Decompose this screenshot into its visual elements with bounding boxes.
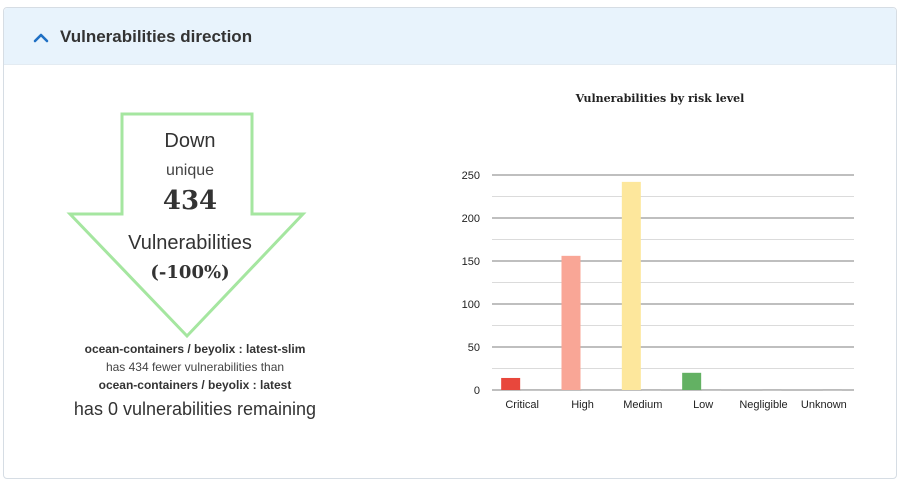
summary-remaining: has 0 vulnerabilities remaining — [73, 399, 317, 419]
x-tick-label: Critical — [505, 399, 539, 411]
panel-title: Vulnerabilities direction — [60, 27, 253, 46]
y-tick-label: 50 — [468, 342, 480, 354]
down-arrow-icon — [66, 112, 307, 339]
y-tick-label: 150 — [462, 256, 480, 268]
vulnerabilities-label: Vulnerabilities — [128, 232, 252, 254]
chevron-up-icon[interactable] — [30, 27, 52, 47]
bar-medium — [621, 181, 641, 390]
panel-header[interactable]: Vulnerabilities direction — [4, 8, 896, 65]
y-tick-label: 250 — [462, 170, 480, 182]
risk-level-bar-chart: 0 50 100 150 200 250 Critical High Medium Low Negl… — [462, 170, 854, 411]
y-tick-label: 100 — [462, 299, 480, 311]
bar-high — [561, 255, 581, 390]
x-tick-label: Low — [693, 399, 713, 411]
y-tick-label: 200 — [462, 213, 480, 225]
percent-change: (-100%) — [150, 262, 230, 283]
x-tick-label: High — [571, 399, 594, 411]
chart-title: Vulnerabilities by risk level — [575, 92, 745, 105]
x-tick-label: Medium — [623, 399, 662, 411]
bar-secondary-critical — [521, 389, 541, 391]
summary-comparison: has 434 fewer vulnerabilities than — [105, 360, 285, 374]
bar-secondary-negligible — [762, 389, 782, 391]
bar-low — [682, 372, 702, 390]
bar-secondary-unknown — [822, 389, 842, 391]
unique-label: unique — [165, 162, 215, 179]
x-tick-label: Unknown — [801, 399, 847, 411]
x-tick-label: Negligible — [739, 399, 787, 411]
bar-secondary-medium — [641, 389, 661, 391]
y-tick-label: 0 — [474, 385, 480, 397]
vulnerability-count: 434 — [162, 186, 218, 216]
bar-secondary-low — [702, 389, 722, 391]
summary-new-image: ocean-containers / beyolix : latest-slim — [84, 342, 306, 356]
summary-base-image: ocean-containers / beyolix : latest — [98, 378, 292, 392]
bar-secondary-high — [581, 389, 601, 391]
bar-critical — [501, 377, 521, 390]
direction-label: Down — [164, 130, 216, 152]
